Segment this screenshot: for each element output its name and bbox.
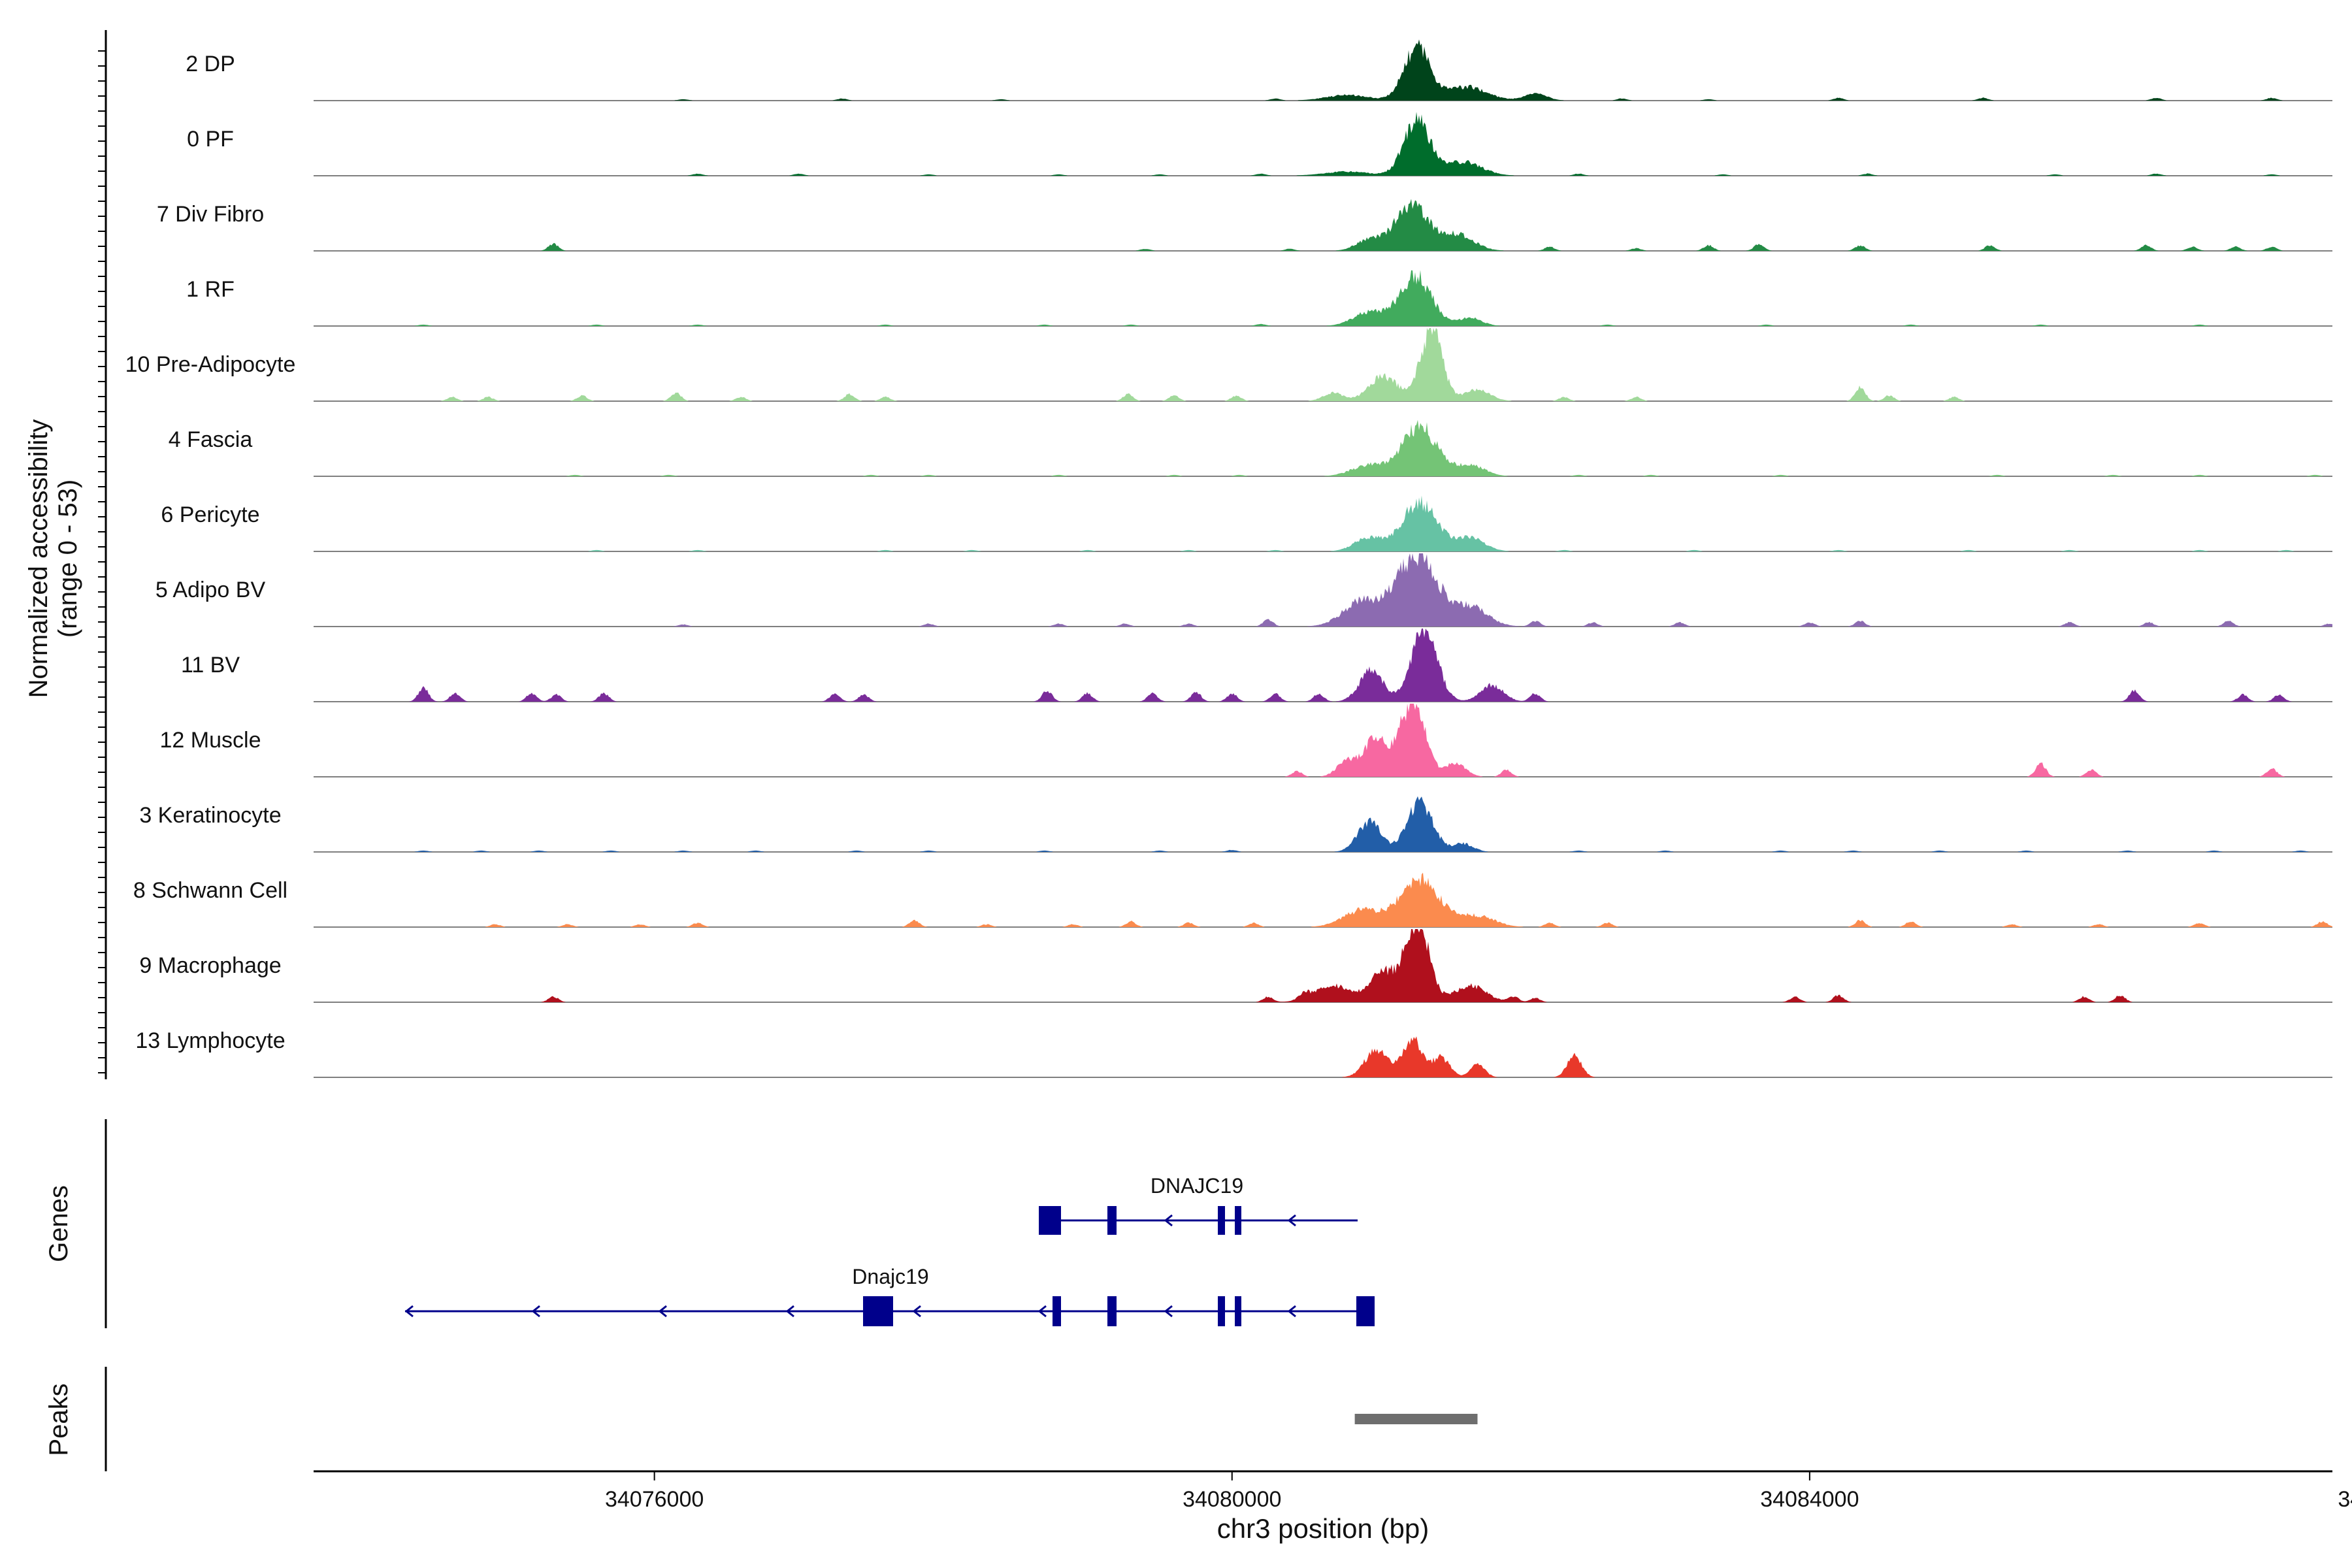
exon [1235,1206,1241,1235]
y-axis-label: Normalized accessibility [24,419,53,698]
track-label: 9 Macrophage [139,953,281,978]
track-label: 11 BV [181,653,240,678]
peak-regions [1354,1414,1478,1424]
coverage-area [314,270,2332,326]
coverage-area [314,328,2332,401]
gene-label-Dnajc19: Dnajc19 [852,1265,928,1288]
x-tick-label: 34084000 [1760,1487,1859,1512]
coverage-area [314,419,2332,476]
gene-label-DNAJC19: DNAJC19 [1151,1174,1243,1198]
x-tick-label: 34080000 [1183,1487,1281,1512]
coverage-tracks: 2 DP 0 PF 7 Div Fibro 1 RF 10 Pre-Adipocyte 4… [125,39,2332,1078]
coverage-area [314,495,2332,551]
coverage-area [314,796,2332,852]
x-tick-label: 34076000 [605,1487,704,1512]
exon [1039,1206,1061,1235]
coverage-area [314,199,2332,251]
coverage-area [314,553,2332,627]
track-12: 8 Schwann Cell [133,872,2332,928]
track-9: 11 BV [181,629,2332,702]
track-14: 13 Lymphocyte [135,1028,2332,1078]
exon [1107,1206,1117,1235]
track-4: 1 RF [186,270,2332,327]
track-7: 6 Pericyte [161,495,2332,552]
coverage-area [314,704,2332,777]
coverage-area [314,872,2332,927]
gene-DNAJC19: DNAJC19 [1039,1174,1358,1235]
track-label: 13 Lymphocyte [135,1028,285,1053]
coverage-area [314,39,2332,101]
coverage-area [314,629,2332,702]
track-label: 6 Pericyte [161,502,259,527]
gene-Dnajc19: Dnajc19 [404,1265,1375,1326]
track-5: 10 Pre-Adipocyte [125,328,2332,402]
gene-models: DNAJC19 Dnajc19 [404,1174,1375,1326]
track-label: 12 Muscle [160,728,261,753]
exon [1053,1296,1061,1326]
track-label: 0 PF [187,127,234,152]
track-label: 3 Keratinocyte [139,803,281,828]
genes-panel-label: Genes [44,1185,73,1262]
x-axis-ticks: 34076000 34080000 34084000 34088000 [605,1471,2352,1512]
track-label: 10 Pre-Adipocyte [125,352,296,377]
track-11: 3 Keratinocyte [139,796,2332,853]
exon [1107,1296,1117,1326]
coverage-area [314,1036,2332,1077]
track-label: 2 DP [186,52,235,76]
x-tick-label: 34088000 [2338,1487,2352,1512]
track-label: 4 Fascia [169,427,253,452]
track-3: 7 Div Fibro [157,199,2332,252]
peak-region-bar [1354,1414,1478,1424]
exon [1235,1296,1241,1326]
exon [1356,1296,1375,1326]
track-10: 12 Muscle [160,704,2332,777]
track-label: 7 Div Fibro [157,202,264,227]
coverage-area [314,929,2332,1002]
coverage-y-ticks [98,50,106,1073]
track-label: 8 Schwann Cell [133,878,287,903]
track-13: 9 Macrophage [139,929,2332,1003]
exon [1218,1296,1225,1326]
track-6: 4 Fascia [169,419,2332,477]
exon [1218,1206,1225,1235]
y-axis-label-range: (range 0 - 53) [54,480,82,638]
track-2: 0 PF [187,112,2332,176]
track-label: 5 Adipo BV [155,578,266,602]
exon [863,1296,893,1326]
track-1: 2 DP [186,39,2332,101]
track-8: 5 Adipo BV [155,553,2332,627]
track-label: 1 RF [186,277,235,302]
peaks-panel-label: Peaks [44,1383,73,1456]
x-axis-label: chr3 position (bp) [1217,1513,1429,1544]
coverage-area [314,112,2332,176]
